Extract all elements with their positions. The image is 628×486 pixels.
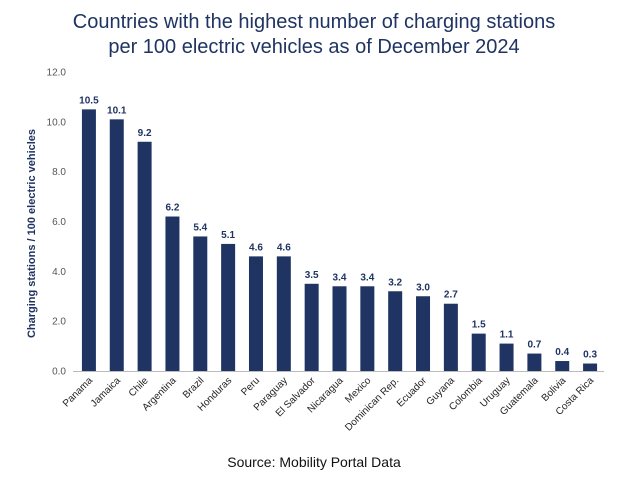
y-tick-label: 6.0 xyxy=(52,217,66,228)
bar-panama xyxy=(81,109,96,371)
value-label: 0.3 xyxy=(583,350,597,361)
value-label: 1.5 xyxy=(472,320,486,331)
y-axis-title-group: Charging stations / 100 electric vehicle… xyxy=(26,129,38,338)
y-axis-title: Charging stations / 100 electric vehicle… xyxy=(26,129,38,338)
value-label: 3.4 xyxy=(333,272,347,283)
value-label: 3.2 xyxy=(388,277,402,288)
bars xyxy=(81,109,598,371)
bar-paraguay xyxy=(276,256,291,371)
value-labels: 10.5 10.1 9.2 6.2 5.4 5.1 4.6 4.6 3.5 3.4 3.4 3.2 3.… xyxy=(79,95,597,360)
value-label: 5.4 xyxy=(193,222,207,233)
value-label: 6.2 xyxy=(165,203,179,214)
bar-guyana xyxy=(443,303,458,371)
bar-chile xyxy=(137,141,152,371)
x-tick-label: Jamaica xyxy=(89,375,123,409)
value-label: 3.4 xyxy=(360,272,374,283)
chart-title-line-1: Countries with the highest number of cha… xyxy=(72,11,556,33)
y-tick-label: 4.0 xyxy=(52,267,66,278)
value-label: 3.0 xyxy=(416,282,430,293)
bar-guatemala xyxy=(527,353,542,371)
value-label: 0.7 xyxy=(527,340,541,351)
bar-dominican-rep- xyxy=(388,291,403,371)
value-label: 1.1 xyxy=(500,330,514,341)
y-tick-label: 10.0 xyxy=(47,117,67,128)
bar-costa-rica xyxy=(583,363,598,371)
x-tick-label: Chile xyxy=(127,375,151,399)
y-tick-label: 0.0 xyxy=(52,367,66,378)
bar-colombia xyxy=(471,333,486,371)
bar-bolivia xyxy=(555,361,570,371)
y-tick-label: 8.0 xyxy=(52,167,66,178)
bar-honduras xyxy=(221,243,236,371)
value-label: 4.6 xyxy=(249,242,263,253)
bar-peru xyxy=(248,256,263,371)
y-tick-labels: 0.0 2.0 4.0 6.0 8.0 10.0 12.0 xyxy=(47,68,67,378)
y-tick-label: 12.0 xyxy=(47,68,67,79)
value-label: 10.1 xyxy=(107,105,127,116)
bar-argentina xyxy=(165,216,180,371)
value-label: 10.5 xyxy=(79,95,99,106)
chart-title-line-2: per 100 electric vehicles as of December… xyxy=(108,36,520,58)
x-tick-label: Ecuador xyxy=(395,375,430,410)
value-label: 5.1 xyxy=(221,230,235,241)
bar-uruguay xyxy=(499,343,514,371)
bar-jamaica xyxy=(109,119,124,371)
y-tick-label: 2.0 xyxy=(52,317,66,328)
x-tick-label: Peru xyxy=(239,375,262,398)
value-label: 3.5 xyxy=(305,270,319,281)
value-label: 0.4 xyxy=(555,347,569,358)
bar-ecuador xyxy=(416,296,431,371)
bar-brazil xyxy=(193,236,208,371)
value-label: 4.6 xyxy=(277,242,291,253)
value-label: 2.7 xyxy=(444,290,458,301)
value-label: 9.2 xyxy=(138,128,152,139)
chart-title: Countries with the highest number of cha… xyxy=(0,10,628,60)
bar-mexico xyxy=(360,286,375,371)
bar-nicaragua xyxy=(332,286,347,371)
source-note: Source: Mobility Portal Data xyxy=(227,454,401,470)
x-tick-label: Brazil xyxy=(181,375,206,400)
bar-el-salvador xyxy=(304,283,319,371)
